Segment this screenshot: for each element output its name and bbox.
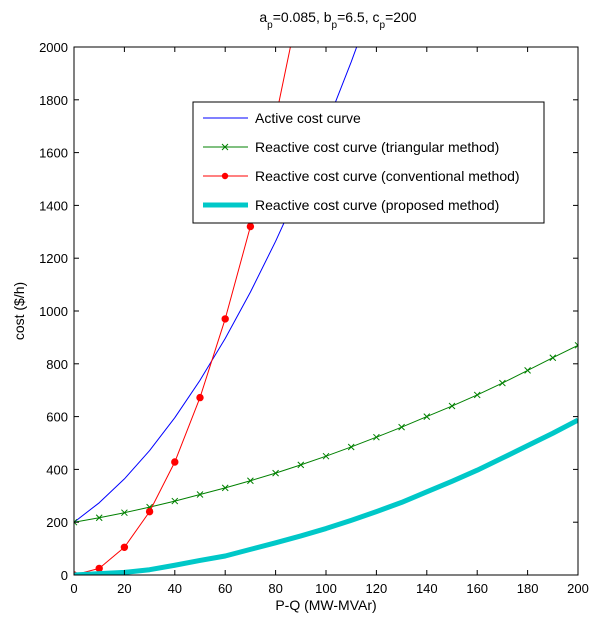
- x-tick-label: 0: [70, 581, 77, 596]
- chart-title-part: p: [332, 20, 338, 31]
- legend-box: [192, 101, 545, 224]
- data-point: [171, 458, 179, 466]
- data-point: [423, 413, 431, 420]
- legend-entry: Reactive cost curve (conventional method…: [203, 168, 520, 184]
- y-tick-label: 200: [46, 515, 68, 530]
- x-tick-label: 20: [117, 581, 131, 596]
- y-tick-label: 2000: [39, 40, 68, 55]
- data-point: [145, 507, 154, 516]
- legend: Active cost curve Reactive cost curve (tr…: [192, 101, 545, 224]
- chart-title-part: =0.085, b: [273, 9, 332, 25]
- data-point: [196, 393, 204, 402]
- series-2: [74, 341, 578, 526]
- y-tick-label: 0: [61, 568, 68, 583]
- legend-entry: Reactive cost curve (triangular method): [203, 139, 499, 155]
- chart-title-part: p: [380, 20, 386, 31]
- y-tick-label: 1200: [39, 251, 68, 266]
- data-point: [95, 564, 103, 573]
- y-tick-label: 1600: [39, 146, 68, 161]
- data-point: [499, 379, 506, 387]
- data-point: [549, 354, 557, 362]
- x-tick-label: 140: [416, 581, 438, 596]
- y-tick-label: 1400: [39, 198, 68, 213]
- series-line: [74, 344, 578, 523]
- legend-label: Reactive cost curve (conventional method…: [255, 168, 520, 184]
- data-point: [347, 443, 355, 451]
- data-point: [246, 222, 255, 231]
- data-point: [272, 469, 279, 477]
- x-tick-label: 200: [567, 581, 589, 596]
- data-point: [247, 477, 254, 485]
- x-axis-title: P-Q (MW-MVAr): [275, 597, 376, 613]
- x-tick-label: 180: [517, 581, 539, 596]
- chart-title-part: =6.5, c: [337, 9, 379, 25]
- chart-title: ap=0.085, bp=6.5, cp=200: [259, 9, 416, 31]
- legend-label: Reactive cost curve (triangular method): [255, 139, 499, 155]
- data-point: [322, 452, 330, 460]
- series-1: [74, 47, 358, 523]
- y-tick-label: 600: [46, 410, 68, 425]
- data-point: [398, 423, 405, 431]
- series-layer: [74, 47, 578, 575]
- series-line: [74, 47, 358, 523]
- data-point: [121, 509, 128, 517]
- y-tick-label: 1000: [39, 304, 68, 319]
- series-line: [74, 47, 291, 575]
- series-4: [74, 417, 578, 575]
- data-point: [95, 514, 103, 522]
- data-point: [524, 367, 531, 374]
- y-tick-label: 1800: [39, 93, 68, 108]
- series-3: [74, 47, 291, 575]
- data-point: [221, 315, 229, 323]
- data-point: [297, 461, 305, 469]
- chart-title-part: p: [267, 20, 273, 31]
- series-line: [74, 417, 578, 575]
- x-tick-label: 120: [366, 581, 388, 596]
- axes-layer: 0 20 40 60 80 100 120 140 160 180 2000200400600800…: [39, 40, 589, 596]
- data-point: [373, 433, 380, 441]
- data-point: [120, 543, 129, 551]
- x-tick-label: 160: [466, 581, 488, 596]
- chart-title-part: a: [259, 9, 267, 25]
- x-tick-label: 100: [315, 581, 337, 596]
- data-point: [74, 518, 78, 526]
- y-tick-label: 400: [46, 462, 68, 477]
- legend-entry: Active cost curve: [203, 110, 361, 126]
- y-tick-label: 800: [46, 357, 68, 372]
- legend-entry: Reactive cost curve (proposed method): [203, 197, 499, 213]
- data-point: [196, 491, 204, 498]
- x-tick-label: 80: [268, 581, 282, 596]
- x-tick-label: 60: [218, 581, 232, 596]
- y-axis-title: cost ($/h): [11, 282, 27, 340]
- data-point: [448, 402, 456, 410]
- legend-label: Active cost curve: [255, 110, 361, 126]
- legend-label: Reactive cost curve (proposed method): [255, 197, 499, 213]
- chart-title-part: =200: [385, 9, 417, 25]
- data-point: [574, 341, 578, 349]
- data-point: [171, 497, 179, 505]
- x-tick-label: 40: [168, 581, 182, 596]
- data-point: [473, 391, 481, 399]
- data-point: [221, 484, 229, 492]
